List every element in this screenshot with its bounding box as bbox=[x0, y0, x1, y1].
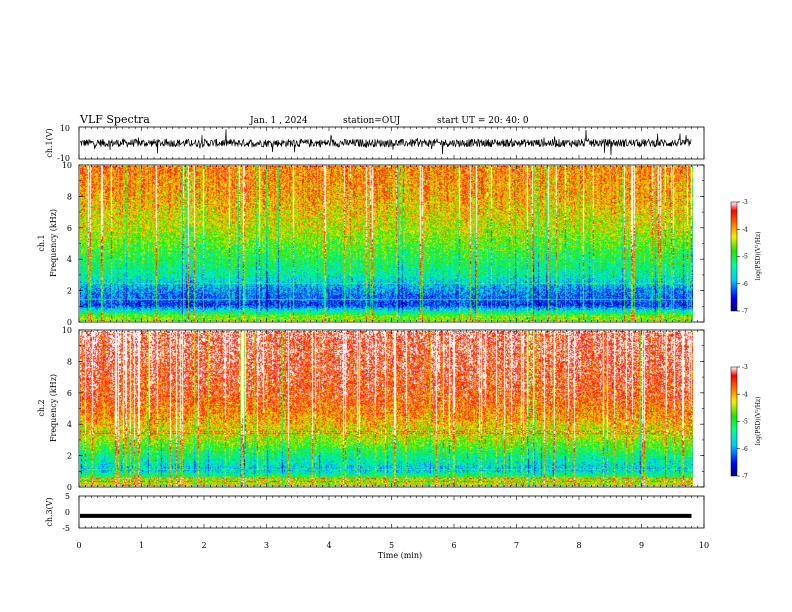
ch3-waveform-frame bbox=[78, 495, 705, 529]
ch1-colorbar-ticks: -3 -4 -5 -6 -7 bbox=[737, 199, 748, 315]
ch1-ytick-top: 10 bbox=[60, 124, 70, 133]
ch2-spectrogram-channel-label: ch.2 bbox=[37, 399, 46, 416]
ch3-waveform-ticks bbox=[78, 496, 705, 528]
ch3-ytick-top: 5 bbox=[65, 492, 70, 501]
ch1-colorbar: -3 -4 -5 -6 -7 log(PSD)(V²/Hz) bbox=[730, 199, 762, 315]
freq-tick-label: 10 bbox=[62, 326, 72, 335]
time-tick-label: 8 bbox=[576, 541, 581, 550]
ch1-ytick-bottom: -10 bbox=[57, 154, 70, 163]
time-tick-label: 2 bbox=[201, 541, 206, 550]
colorbar-tick-label: -6 bbox=[742, 281, 748, 288]
ch1-spectrogram-ylabel: Frequency (kHz) bbox=[49, 209, 58, 277]
ch2-spectrogram-ylabel: Frequency (kHz) bbox=[49, 374, 58, 442]
ch1-spectrogram-image bbox=[80, 166, 693, 321]
ch2-colorbar-bar bbox=[730, 366, 738, 477]
time-tick-label: 6 bbox=[451, 541, 456, 550]
freq-tick-label: 6 bbox=[67, 389, 72, 398]
time-tick-label: 0 bbox=[76, 541, 81, 550]
freq-tick-label: 4 bbox=[67, 255, 72, 264]
freq-tick-label: 8 bbox=[67, 357, 72, 366]
ch2-spectrogram-image bbox=[80, 331, 693, 486]
freq-tick-label: 8 bbox=[67, 192, 72, 201]
ch2-spectrogram-panel: 0 2 4 6 8 10 ch.2 Frequency (kHz) -3 -4 -5 -6 -7 … bbox=[37, 326, 762, 492]
ch1-waveform-panel: 10 -10 ch.1(V) bbox=[45, 124, 705, 163]
colorbar-tick-label: -3 bbox=[742, 199, 748, 206]
colorbar-tick-label: -4 bbox=[742, 226, 748, 233]
freq-tick-label: 4 bbox=[67, 420, 72, 429]
time-axis-ticks: 0 1 2 3 4 5 6 7 8 9 10 bbox=[76, 541, 709, 550]
time-tick-label: 3 bbox=[264, 541, 269, 550]
ch1-waveform-ylabel: ch.1(V) bbox=[45, 128, 54, 157]
ch1-waveform-line bbox=[79, 129, 692, 156]
colorbar-tick-label: -5 bbox=[742, 419, 748, 426]
time-tick-label: 7 bbox=[514, 541, 519, 550]
ch1-colorbar-title: log(PSD)(V²/Hz) bbox=[755, 232, 762, 281]
colorbar-tick-label: -7 bbox=[742, 473, 748, 480]
ch3-waveform-ylabel: ch.3(V) bbox=[45, 497, 54, 526]
ch3-ytick-bottom: -5 bbox=[62, 524, 70, 533]
freq-tick-label: 10 bbox=[62, 161, 72, 170]
colorbar-tick-label: -5 bbox=[742, 254, 748, 261]
freq-tick-label: 6 bbox=[67, 224, 72, 233]
header-date: Jan. 1 , 2024 bbox=[249, 116, 308, 126]
ch1-colorbar-bar bbox=[730, 201, 738, 312]
colorbar-tick-label: -3 bbox=[742, 364, 748, 371]
ch3-waveform-panel: 5 0 -5 ch.3(V) bbox=[45, 492, 705, 533]
time-axis-label: Time (min) bbox=[378, 551, 422, 560]
colorbar-tick-label: -6 bbox=[742, 446, 748, 453]
freq-tick-label: 0 bbox=[67, 318, 72, 327]
ch1-spectrogram-channel-label: ch.1 bbox=[37, 234, 46, 251]
ch1-spectrogram-panel: 0 2 4 6 8 10 ch.1 Frequency (kHz) -3 -4 -5 -6 -7 … bbox=[37, 161, 762, 327]
colorbar-tick-label: -7 bbox=[742, 308, 748, 315]
header-start-ut: start UT = 20: 40: 0 bbox=[437, 116, 529, 126]
ch2-colorbar: -3 -4 -5 -6 -7 log(PSD)(V²/Hz) bbox=[730, 364, 762, 480]
header-station: station=OUJ bbox=[343, 116, 401, 126]
freq-tick-label: 0 bbox=[67, 483, 72, 492]
ch1-waveform-ticks bbox=[78, 127, 705, 159]
time-tick-label: 10 bbox=[699, 541, 709, 550]
ch3-ytick-middle: 0 bbox=[65, 508, 70, 517]
ch2-colorbar-title: log(PSD)(V²/Hz) bbox=[755, 397, 762, 446]
freq-tick-label: 2 bbox=[67, 287, 72, 296]
colorbar-tick-label: -4 bbox=[742, 391, 748, 398]
ch1-spectrogram-yticks: 0 2 4 6 8 10 bbox=[62, 161, 705, 327]
figure-title: VLF Spectra bbox=[79, 113, 150, 126]
time-tick-label: 9 bbox=[639, 541, 644, 550]
freq-tick-label: 2 bbox=[67, 452, 72, 461]
time-tick-label: 5 bbox=[389, 541, 394, 550]
time-tick-label: 4 bbox=[326, 541, 331, 550]
ch2-spectrogram-yticks: 0 2 4 6 8 10 bbox=[62, 326, 705, 492]
time-tick-label: 1 bbox=[139, 541, 144, 550]
ch2-colorbar-ticks: -3 -4 -5 -6 -7 bbox=[737, 364, 748, 480]
